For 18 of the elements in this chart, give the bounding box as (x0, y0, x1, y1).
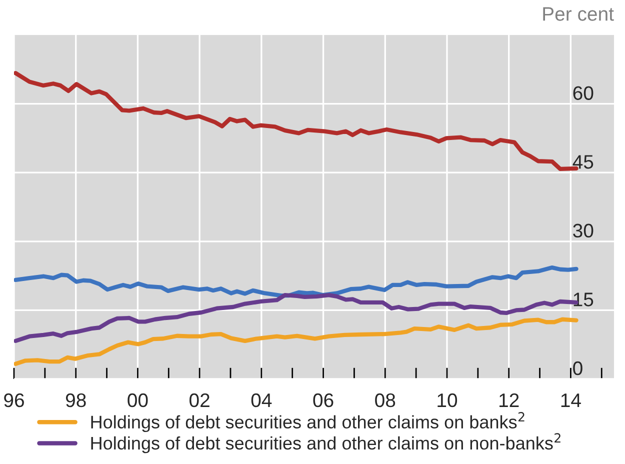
x-tick-label: 98 (66, 393, 86, 408)
x-tick-label: 04 (251, 393, 272, 408)
x-tick-label: 06 (313, 393, 334, 408)
y-tick-label: 30 (573, 224, 594, 238)
legend-label: Holdings of debt securities and other claims on non-banks$^{2}$ (91, 433, 560, 454)
x-tick-label: 10 (438, 393, 458, 408)
x-tick-label: 12 (500, 393, 519, 407)
x-tick-label: 08 (375, 393, 396, 408)
y-tick-label: 15 (574, 292, 594, 306)
y-tick-label: 0 (573, 361, 582, 376)
x-tick-label: 02 (190, 393, 210, 408)
x-tick-label: 00 (128, 393, 148, 408)
y-tick-label: 45 (572, 155, 594, 169)
legend-label: Holdings of debt securities and other claims on banks$^{2}$ (91, 412, 524, 432)
x-tick-label: 14 (561, 394, 581, 407)
y-axis-title: Per cent (543, 7, 614, 21)
y-tick-label: 60 (573, 86, 594, 100)
x-tick-label: 96 (4, 393, 24, 408)
